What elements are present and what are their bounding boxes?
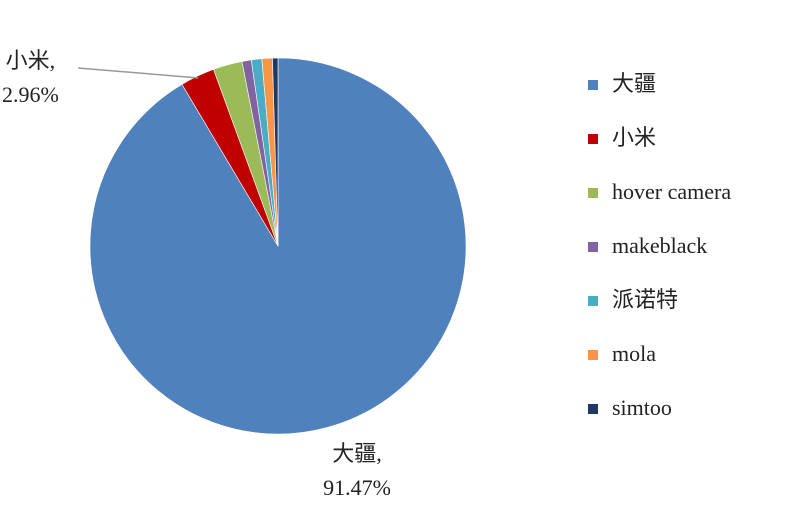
legend-swatch [588,188,598,198]
legend-label: makeblack [612,233,707,258]
legend-swatch [588,242,598,252]
data-label: 大疆, 91.47% [323,440,391,500]
legend-label: simtoo [612,395,672,420]
legend-swatch [588,296,598,306]
leader-line [77,67,199,79]
legend-swatch [588,350,598,360]
legend-label: hover camera [612,179,731,204]
legend-label: mola [612,341,656,366]
legend-label: 小米 [612,125,656,150]
legend-label: 大疆 [612,71,656,96]
legend-swatch [588,404,598,414]
legend-label: 派诺特 [612,287,678,312]
legend-swatch [588,80,598,90]
legend-swatch [588,134,598,144]
data-label: 小米, 2.96% [2,48,59,107]
pie-slice [272,57,279,247]
